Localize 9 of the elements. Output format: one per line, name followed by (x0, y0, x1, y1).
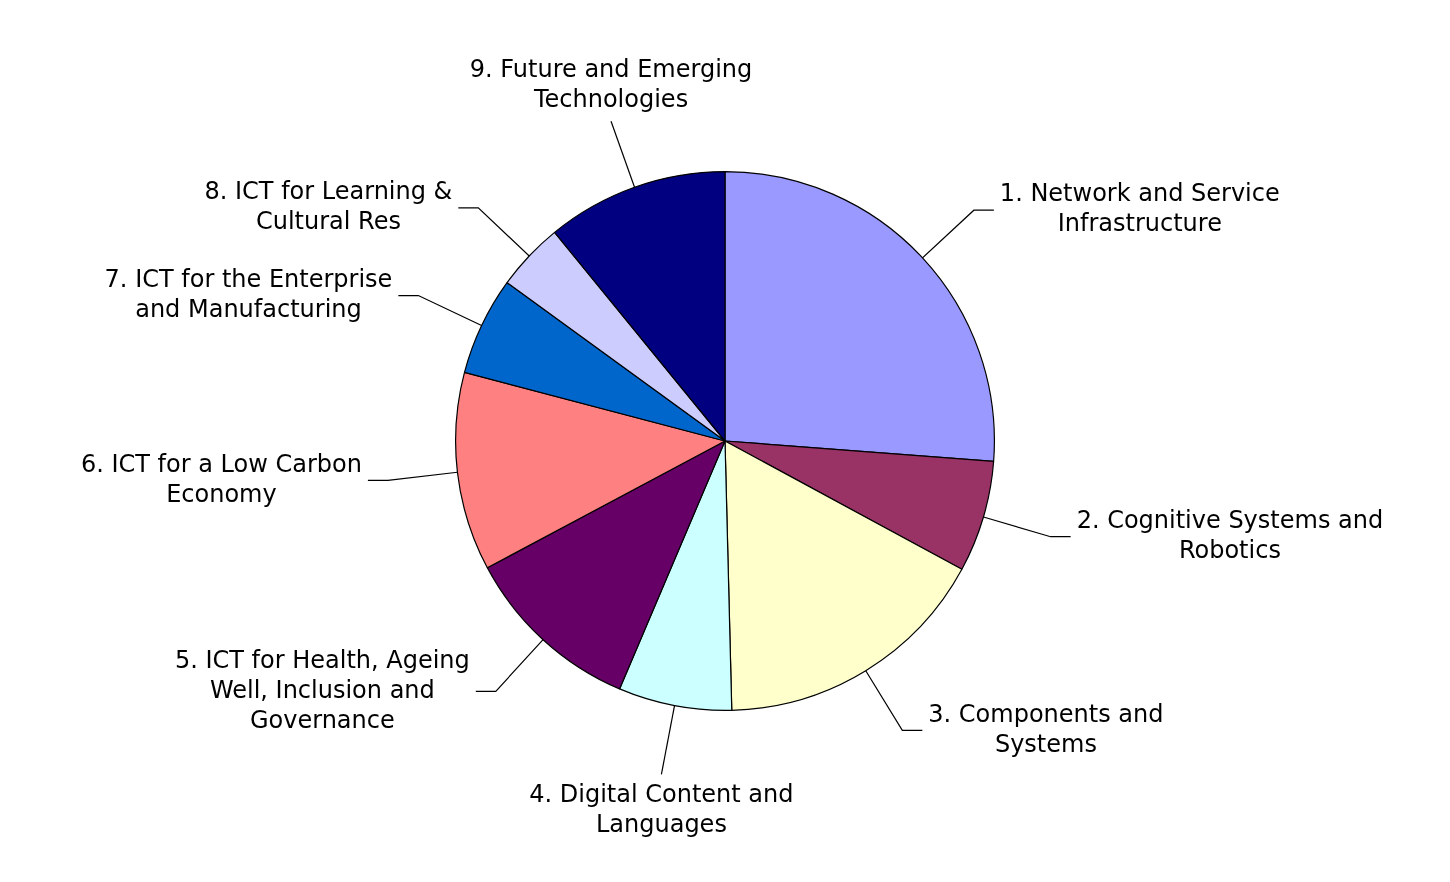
slice-label: 5. ICT for Health, Ageing Well, Inclusion and Governance (174, 645, 470, 734)
slice-label: 1. Network and Service Infrastructure (999, 179, 1280, 238)
slice-label: 9. Future and Emerging Technologies (469, 54, 753, 113)
slice-label: 3. Components and Systems (928, 699, 1164, 758)
slice-label: 7. ICT for the Enterprise and Manufacturing (104, 264, 393, 323)
slice-label: 4. Digital Content and Languages (529, 779, 794, 838)
slice-label: 2. Cognitive Systems and Robotics (1076, 505, 1384, 564)
slice-label: 6. ICT for a Low Carbon Economy (80, 449, 362, 508)
slice-label: 8. ICT for Learning & Cultural Res (204, 177, 453, 236)
